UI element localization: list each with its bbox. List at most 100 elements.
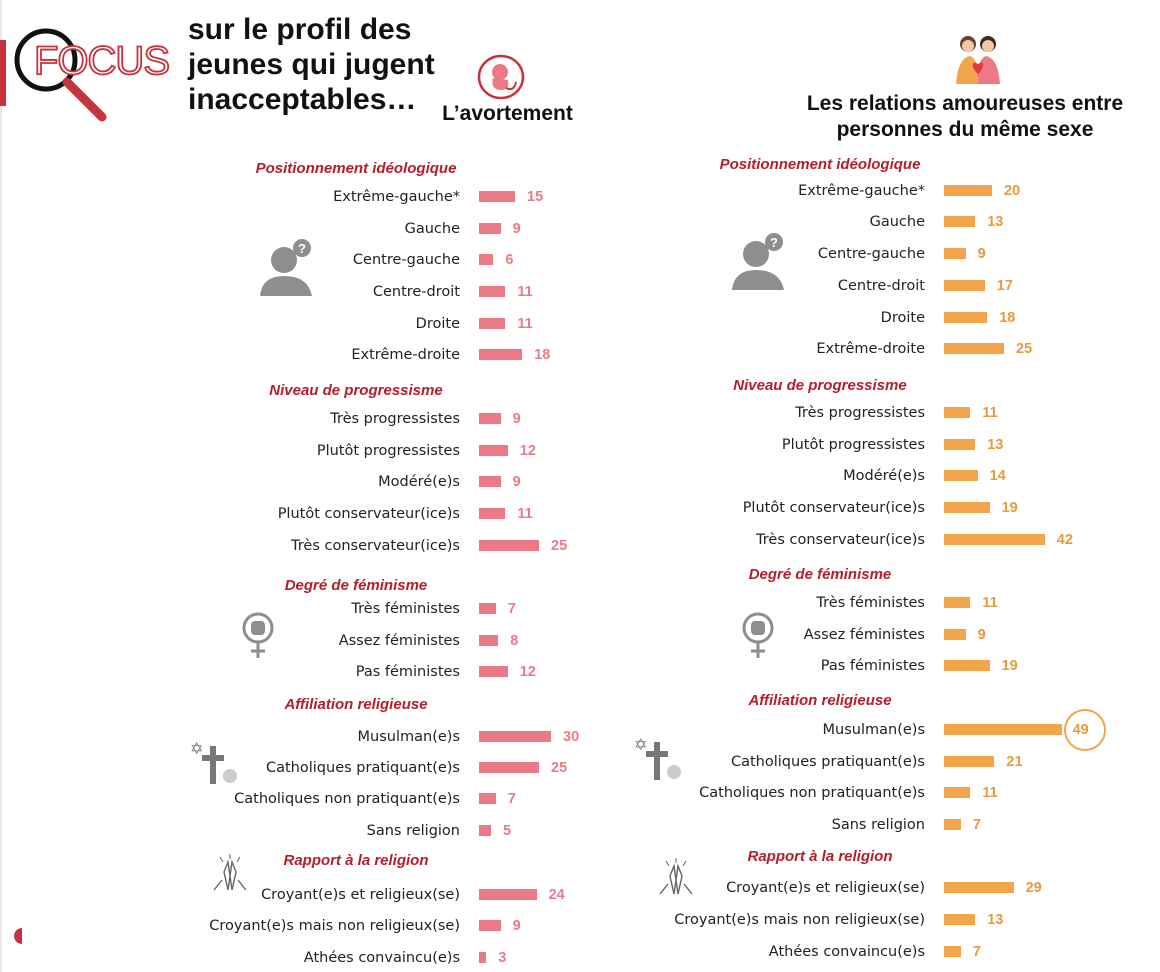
value-label: 13 [987, 214, 1004, 230]
section-heading: Affiliation religieuse [284, 696, 428, 713]
thinking-person-icon: ? [730, 232, 786, 295]
bar [479, 318, 506, 329]
bar [944, 914, 976, 925]
value-label: 9 [512, 918, 521, 934]
value-label: 12 [519, 443, 536, 459]
category-label: Pas féministes [355, 664, 460, 680]
value-label: 20 [1004, 183, 1021, 199]
page-marker [14, 928, 22, 944]
bar [944, 660, 990, 671]
bar [479, 223, 501, 234]
category-label: Très progressistes [795, 405, 925, 421]
category-label: Croyant(e)s mais non religieux(se) [674, 912, 925, 928]
bar [944, 439, 976, 450]
value-label: 7 [972, 817, 981, 833]
category-label: Très conservateur(ice)s [291, 538, 460, 554]
bar [479, 825, 491, 836]
value-label: 8 [510, 633, 519, 649]
bar [479, 413, 501, 424]
couple-icon [950, 30, 1006, 91]
bar [944, 185, 992, 196]
value-label: 12 [519, 664, 536, 680]
bar [479, 793, 496, 804]
category-label: Extrême-droite [816, 341, 925, 357]
category-label: Centre-gauche [817, 246, 925, 262]
bar [944, 470, 978, 481]
feminism-icon [740, 612, 776, 665]
value-label: 7 [507, 791, 516, 807]
bar [944, 407, 971, 418]
category-label: Catholiques pratiquant(e)s [730, 754, 925, 770]
bar [479, 731, 551, 742]
value-label: 30 [563, 729, 580, 745]
category-label: Musulman(e)s [822, 722, 925, 738]
bar [944, 312, 988, 323]
bar [479, 889, 537, 900]
section-heading: Positionnement idéologique [719, 156, 921, 173]
category-label: Centre-droit [372, 284, 460, 300]
focus-logo: FOCUS [6, 20, 186, 130]
bar [944, 756, 995, 767]
bar [479, 666, 508, 677]
category-label: Extrême-droite [351, 347, 460, 363]
page-title: sur le profil des jeunes qui jugent inac… [188, 12, 448, 117]
category-label: Modéré(e)s [378, 474, 460, 490]
page-edge [0, 0, 2, 972]
value-label: 19 [1001, 658, 1018, 674]
category-label: Sans religion [831, 817, 925, 833]
bar [944, 819, 961, 830]
category-label: Centre-gauche [352, 252, 460, 268]
category-label: Gauche [869, 214, 925, 230]
bar [944, 343, 1004, 354]
category-label: Plutôt progressistes [316, 443, 460, 459]
value-label: 25 [551, 760, 568, 776]
category-label: Extrême-gauche* [798, 183, 925, 199]
value-label: 9 [512, 221, 521, 237]
value-label: 18 [999, 310, 1016, 326]
category-label: Catholiques non pratiquant(e)s [699, 785, 925, 801]
category-label: Croyant(e)s et religieux(se) [261, 887, 460, 903]
value-label: 9 [512, 411, 521, 427]
category-label: Droite [415, 316, 460, 332]
bar [944, 597, 971, 608]
value-label: 49 [1072, 722, 1089, 738]
bar [944, 724, 1062, 735]
category-label: Droite [880, 310, 925, 326]
bar [479, 286, 506, 297]
bar [479, 635, 499, 646]
section-heading: Affiliation religieuse [748, 692, 892, 709]
category-label: Assez féministes [803, 627, 925, 643]
category-label: Catholiques non pratiquant(e)s [234, 791, 460, 807]
value-label: 15 [527, 189, 544, 205]
value-label: 11 [517, 284, 533, 300]
category-label: Plutôt conservateur(ice)s [277, 506, 460, 522]
title-line-3: inacceptables… [188, 83, 417, 116]
section-heading: Niveau de progressisme [269, 382, 443, 399]
bar [479, 762, 539, 773]
value-label: 25 [551, 538, 568, 554]
embryo-icon [476, 52, 526, 107]
bar [479, 191, 515, 202]
bar [479, 508, 506, 519]
magnifier-icon [14, 28, 78, 92]
feminism-icon [240, 612, 276, 665]
value-label: 29 [1025, 880, 1042, 896]
section-heading: Niveau de progressisme [733, 377, 907, 394]
category-label: Gauche [404, 221, 460, 237]
bar [944, 502, 990, 513]
category-label: Athées convaincu(e)s [303, 950, 460, 966]
section-heading: Degré de féminisme [284, 577, 428, 594]
section-heading: Rapport à la religion [747, 848, 893, 865]
bar [479, 476, 501, 487]
category-label: Athées convaincu(e)s [768, 944, 925, 960]
category-label: Plutôt progressistes [781, 437, 925, 453]
svg-text:✡: ✡ [190, 739, 203, 758]
value-label: 3 [498, 950, 507, 966]
category-label: Musulman(e)s [357, 729, 460, 745]
bar [479, 952, 487, 963]
bar [479, 540, 539, 551]
bar [944, 629, 966, 640]
section-heading: Rapport à la religion [283, 852, 429, 869]
religion-icon: ✡ [634, 734, 684, 789]
value-label: 21 [1006, 754, 1023, 770]
